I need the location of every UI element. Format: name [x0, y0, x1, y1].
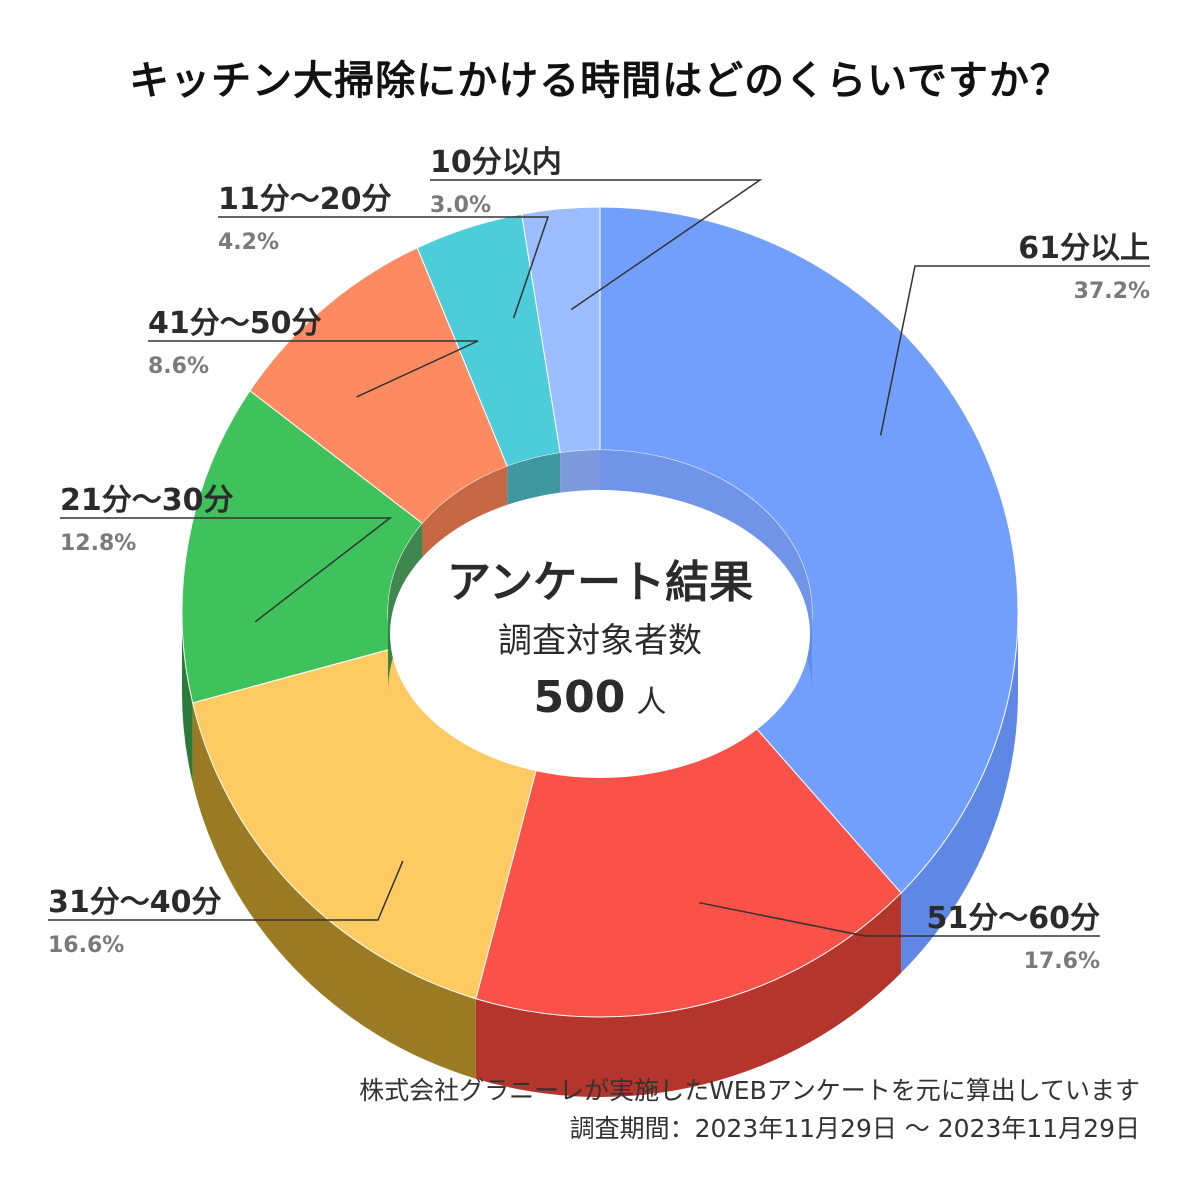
footer-period: 調査期間：2023年11月29日 〜 2023年11月29日: [569, 1114, 1140, 1143]
slice-5-leader: [218, 216, 550, 319]
slice-1-label: 51分〜60分: [927, 901, 1101, 936]
donut-hole: [388, 450, 812, 778]
slice-5-percent: 4.2%: [218, 230, 279, 255]
slice-tops: [181, 206, 1019, 1018]
slice-4-label: 41分〜50分: [148, 306, 322, 341]
slice-6-label: 10分以内: [430, 145, 562, 180]
slice-0-percent: 37.2%: [1074, 279, 1150, 304]
slice-1-side: [475, 892, 902, 1097]
slice-3-side: [182, 612, 193, 783]
slice-2-percent: 16.6%: [48, 933, 124, 958]
chart-title: キッチン大掃除にかける時間はどのくらいですか？: [129, 58, 1071, 104]
slice-6-leader: [430, 179, 763, 311]
slice-0-side: [901, 612, 1018, 973]
center-count: 500: [534, 672, 626, 723]
slice-4-leader: [148, 340, 479, 398]
slice-2-label: 31分〜40分: [48, 885, 222, 920]
slice-5-label: 11分〜20分: [218, 182, 392, 217]
slice-3-leader: [60, 517, 393, 623]
footer-source: 株式会社グラニーレが実施したWEBアンケートを元に算出しています: [359, 1076, 1140, 1105]
slice-0-label: 61分以上: [1018, 231, 1150, 266]
center-text: アンケート結果 調査対象者数 500 人: [447, 557, 753, 723]
center-subtitle: 調査対象者数: [498, 621, 702, 661]
slice-4-percent: 8.6%: [148, 354, 209, 379]
slice-2-side: [192, 702, 476, 1079]
donut-hole-center: [390, 490, 810, 778]
slice-3-label: 21分〜30分: [60, 483, 234, 518]
slice-1-leader: [699, 901, 1100, 937]
slice-0-leader: [879, 265, 1150, 436]
slice-labels: 61分以上 37.2% 51分〜60分 17.6% 31分〜40分 16.6% 21分〜30…: [48, 145, 1150, 974]
center-title: アンケート結果: [447, 557, 753, 608]
footer-note: 株式会社グラニーレが実施したWEBアンケートを元に算出しています 調査期間：20…: [359, 1072, 1140, 1148]
slice-6-percent: 3.0%: [430, 193, 491, 218]
slice-sides: [182, 612, 1018, 1097]
center-count-line: 500 人: [534, 672, 667, 723]
center-unit: 人: [636, 685, 666, 720]
leader-lines: [48, 179, 1150, 937]
slice-1-percent: 17.6%: [1024, 949, 1100, 974]
slice-3-percent: 12.8%: [60, 531, 136, 556]
slice-2-leader: [48, 860, 404, 921]
